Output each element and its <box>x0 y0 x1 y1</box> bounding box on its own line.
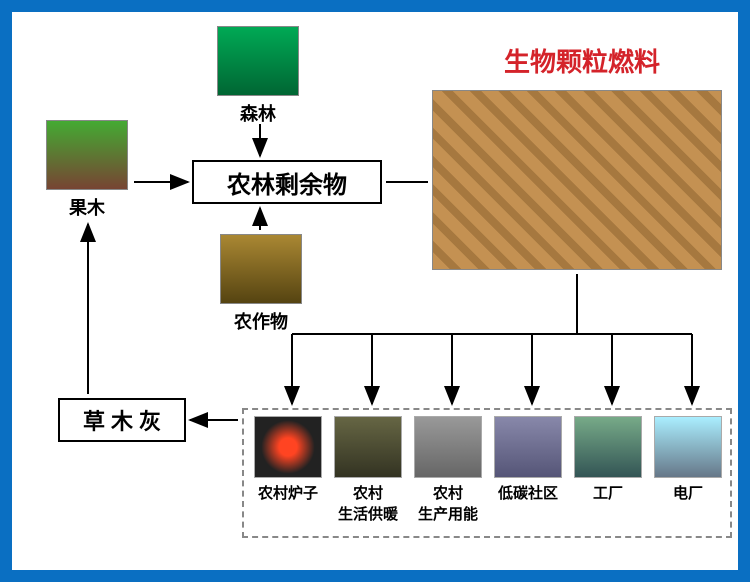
residues-box: 农林剩余物 <box>192 160 382 204</box>
app-heat-image <box>334 416 402 478</box>
pellets-image <box>432 90 722 270</box>
app-stove-label: 农村炉子 <box>254 482 322 503</box>
app-heat-label: 农村 生活供暖 <box>334 482 402 524</box>
fruit-tree-label: 果木 <box>46 194 128 220</box>
app-comm-label: 低碳社区 <box>494 482 562 503</box>
forest-image <box>217 26 299 96</box>
app-plant: 电厂 <box>654 416 722 503</box>
ash-box: 草木灰 <box>58 398 186 442</box>
forest-label: 森林 <box>217 100 299 126</box>
applications-container: 农村炉子农村 生活供暖农村 生产用能低碳社区工厂电厂 <box>242 408 732 538</box>
app-plant-label: 电厂 <box>654 482 722 503</box>
crop-image <box>220 234 302 304</box>
app-comm: 低碳社区 <box>494 416 562 503</box>
diagram-frame: 生物颗粒燃料 森林 果木 农作物 农林剩余物 草木灰 农村炉子农村 生活供暖农村… <box>0 0 750 582</box>
app-fact-image <box>574 416 642 478</box>
app-prod: 农村 生产用能 <box>414 416 482 524</box>
app-prod-image <box>414 416 482 478</box>
app-stove-image <box>254 416 322 478</box>
app-stove: 农村炉子 <box>254 416 322 503</box>
app-fact-label: 工厂 <box>574 482 642 503</box>
main-title: 生物颗粒燃料 <box>452 42 712 79</box>
app-prod-label: 农村 生产用能 <box>414 482 482 524</box>
fruit-tree-image <box>46 120 128 190</box>
app-comm-image <box>494 416 562 478</box>
app-heat: 农村 生活供暖 <box>334 416 402 524</box>
app-plant-image <box>654 416 722 478</box>
app-fact: 工厂 <box>574 416 642 503</box>
crop-label: 农作物 <box>220 308 302 334</box>
